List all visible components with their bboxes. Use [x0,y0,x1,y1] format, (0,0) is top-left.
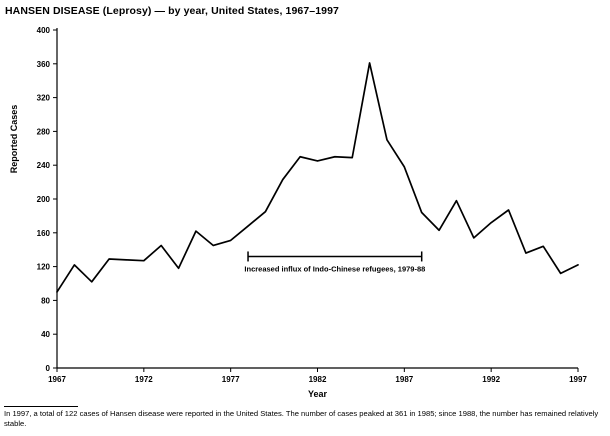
x-tick-label: 1972 [135,375,153,384]
x-tick-label: 1967 [48,375,66,384]
x-tick-label: 1992 [482,375,500,384]
y-tick-label: 320 [37,94,51,103]
y-tick-label: 400 [37,26,51,35]
x-axis-title: Year [308,389,328,399]
line-chart-canvas: 0 40 80 120 160 200 240 280 320 360 400 1967 1972 197… [9,26,587,399]
footnote-text: In 1997, a total of 122 cases of Hansen … [4,409,599,429]
chart-title: HANSEN DISEASE (Leprosy) — by year, Unit… [5,5,339,17]
y-tick-label: 80 [41,296,50,305]
y-tick-label: 240 [37,161,51,170]
y-tick-label: 360 [37,60,51,69]
x-tick-label: 1982 [309,375,327,384]
x-tick-label: 1987 [395,375,413,384]
footnote-rule [4,406,78,407]
annotation-label: Increased influx of Indo-Chinese refugee… [244,264,425,273]
y-tick-label: 200 [37,195,51,204]
reported-cases-series-line [56,62,579,293]
y-tick-label: 120 [37,263,51,272]
y-tick-label: 160 [37,229,51,238]
y-tick-label: 280 [37,127,51,136]
x-tick-label: 1997 [569,375,587,384]
y-tick-label: 40 [41,330,50,339]
x-tick-label: 1977 [222,375,240,384]
y-axis-title: Reported Cases [9,105,19,174]
y-tick-label: 0 [46,364,51,373]
